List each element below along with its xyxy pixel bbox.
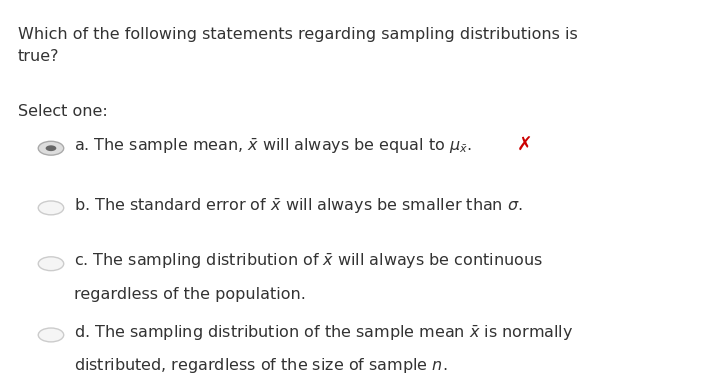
Circle shape: [38, 257, 64, 271]
Circle shape: [38, 201, 64, 215]
Text: b. The standard error of $\bar{x}$ will always be smaller than $\sigma$.: b. The standard error of $\bar{x}$ will …: [74, 196, 523, 216]
Text: a. The sample mean, $\bar{x}$ will always be equal to $\mu_{\bar{x}}$.: a. The sample mean, $\bar{x}$ will alway…: [74, 137, 472, 156]
Text: distributed, regardless of the size of sample $n$.: distributed, regardless of the size of s…: [74, 356, 447, 375]
Text: regardless of the population.: regardless of the population.: [74, 287, 307, 302]
Text: ✗: ✗: [517, 136, 532, 155]
Text: Select one:: Select one:: [18, 104, 108, 119]
Text: d. The sampling distribution of the sample mean $\bar{x}$ is normally: d. The sampling distribution of the samp…: [74, 323, 573, 343]
Text: Which of the following statements regarding sampling distributions is
true?: Which of the following statements regard…: [18, 27, 578, 64]
Circle shape: [45, 145, 57, 151]
Text: c. The sampling distribution of $\bar{x}$ will always be continuous: c. The sampling distribution of $\bar{x}…: [74, 252, 544, 271]
Circle shape: [38, 141, 64, 155]
Circle shape: [38, 328, 64, 342]
